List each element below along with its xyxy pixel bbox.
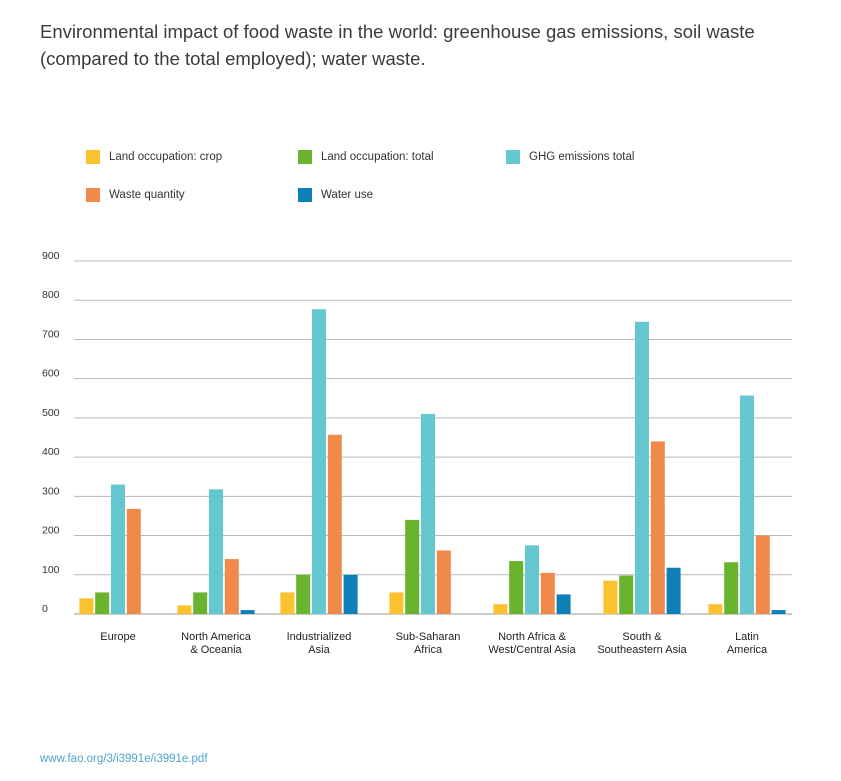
bar <box>111 484 125 614</box>
y-tick-label: 100 <box>42 564 60 576</box>
x-tick-label: Latin <box>735 631 759 643</box>
legend-swatch-land-total <box>298 150 312 164</box>
bar <box>343 574 358 614</box>
bar <box>493 604 508 614</box>
bar <box>312 309 326 614</box>
legend-label-water: Water use <box>321 189 373 201</box>
bar <box>224 559 239 614</box>
legend-item-land-total: Land occupation: total <box>298 150 434 164</box>
bar <box>740 395 754 614</box>
y-tick-label: 900 <box>42 250 60 262</box>
y-tick-label: 300 <box>42 485 60 497</box>
x-tick-label: Southeastern Asia <box>597 644 687 656</box>
bar <box>389 592 404 614</box>
bar <box>708 604 723 614</box>
x-tick-label: Africa <box>414 644 443 656</box>
legend-label-land-total: Land occupation: total <box>321 151 434 163</box>
y-tick-label: 600 <box>42 368 60 380</box>
bar <box>240 610 255 614</box>
source-link[interactable]: www.fao.org/3/i3991e/i3991e.pdf <box>40 753 208 765</box>
bar <box>79 598 94 614</box>
y-tick-label: 0 <box>42 603 48 615</box>
bar <box>650 441 665 614</box>
x-tick-label: America <box>727 644 768 656</box>
legend-label-crop: Land occupation: crop <box>109 151 223 163</box>
y-tick-label: 400 <box>42 446 60 458</box>
bar <box>436 550 451 614</box>
legend: Land occupation: crop Land occupation: t… <box>86 150 806 210</box>
bar <box>556 594 571 614</box>
bar <box>540 572 555 614</box>
legend-swatch-waste <box>86 188 100 202</box>
legend-item-ghg: GHG emissions total <box>506 150 634 164</box>
chart-title: Environmental impact of food waste in th… <box>40 21 755 69</box>
bar <box>509 561 524 614</box>
legend-item-waste: Waste quantity <box>86 188 185 202</box>
x-tick-label: Sub-Saharan <box>396 631 461 643</box>
bar <box>280 592 295 614</box>
legend-label-ghg: GHG emissions total <box>529 151 635 163</box>
bar <box>724 562 739 614</box>
x-tick-label: Industrialized <box>287 631 352 643</box>
bar <box>193 592 208 614</box>
x-tick-label: North Africa & <box>498 631 567 643</box>
bar <box>177 605 192 614</box>
bar <box>209 489 223 614</box>
y-tick-label: 200 <box>42 525 60 537</box>
x-tick-label: South & <box>622 631 662 643</box>
bar <box>95 592 110 614</box>
bar <box>603 580 618 614</box>
bar <box>405 519 420 614</box>
bar <box>771 610 786 614</box>
legend-swatch-water <box>298 188 312 202</box>
y-tick-label: 800 <box>42 289 60 301</box>
bar <box>126 508 141 614</box>
bar <box>635 321 649 614</box>
bar <box>666 567 681 614</box>
bar <box>619 575 634 614</box>
y-tick-label: 500 <box>42 407 60 419</box>
legend-swatch-crop <box>86 150 100 164</box>
x-tick-label: West/Central Asia <box>488 644 576 656</box>
y-tick-label: 700 <box>42 328 60 340</box>
bar <box>296 574 311 614</box>
x-tick-label: Europe <box>100 631 135 643</box>
legend-label-waste: Waste quantity <box>109 189 185 201</box>
bar <box>421 413 435 614</box>
x-tick-label: Asia <box>308 644 330 656</box>
bar <box>755 535 770 614</box>
legend-item-crop: Land occupation: crop <box>86 150 222 164</box>
bar <box>327 434 342 614</box>
legend-item-water: Water use <box>298 188 373 202</box>
x-tick-label: & Oceania <box>190 644 242 656</box>
bar <box>525 545 539 614</box>
legend-swatch-ghg <box>506 150 520 164</box>
x-tick-label: North America <box>181 631 252 643</box>
